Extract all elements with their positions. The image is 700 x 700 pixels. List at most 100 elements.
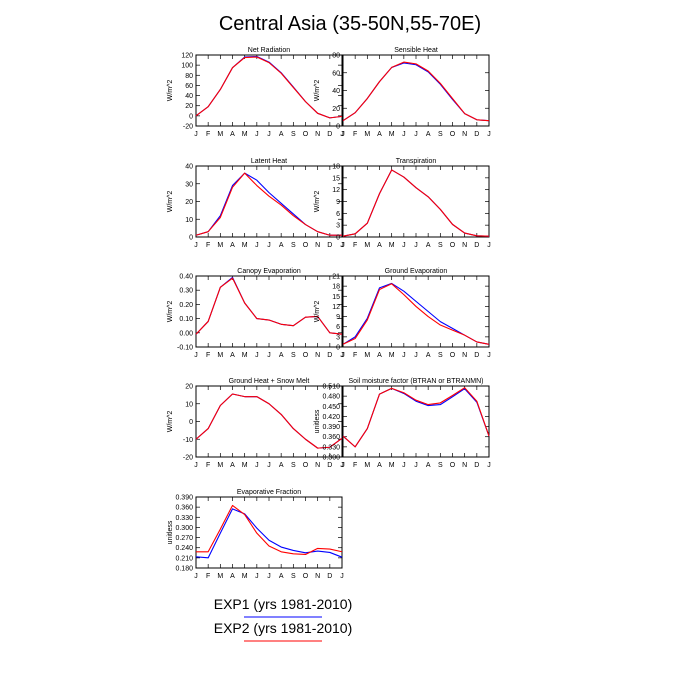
x-tick-label: D [474,352,479,359]
x-tick-label: A [377,462,382,469]
y-tick-label: -0.10 [177,345,193,352]
y-tick-label: 80 [185,73,193,80]
y-tick-label: 0 [336,235,340,242]
y-tick-label: 0.360 [322,434,340,441]
y-tick-label: 0 [336,124,340,131]
y-axis-label: W/m^2 [314,191,321,213]
y-tick-label: 0.480 [322,394,340,401]
x-tick-label: M [389,462,395,469]
x-tick-label: J [255,573,259,580]
x-tick-label: J [267,352,271,359]
y-tick-label: 60 [185,83,193,90]
x-tick-label: D [327,131,332,138]
y-tick-label: 0.240 [175,545,193,552]
y-tick-label: 0.40 [179,274,193,281]
plot-frame [342,165,490,238]
x-tick-label: D [474,242,479,249]
series-line-exp1 [342,62,490,122]
x-tick-label: N [462,352,467,359]
x-tick-label: F [206,352,210,359]
figure-title: Central Asia (35-50N,55-70E) [219,13,481,35]
y-tick-label: 18 [332,284,340,291]
y-axis-label: W/m^2 [167,411,174,433]
x-tick-label: J [267,131,271,138]
x-tick-label: N [315,462,320,469]
y-tick-label: 9 [336,314,340,321]
x-tick-label: O [450,352,456,359]
x-tick-label: A [279,352,284,359]
x-tick-label: A [279,462,284,469]
x-tick-label: M [217,573,223,580]
y-tick-label: 0.390 [322,424,340,431]
y-tick-label: 0.10 [179,316,193,323]
x-tick-label: O [303,131,309,138]
x-tick-label: J [194,573,198,580]
y-tick-label: 60 [332,70,340,77]
y-tick-label: 0 [189,113,193,120]
panel-canopy-evaporation: Canopy Evaporation 0.40 0.30 0.20 0.10 0.00 -0… [167,268,344,359]
series-line-exp2 [196,504,343,556]
x-tick-label: J [402,131,406,138]
x-tick-label: N [462,242,467,249]
x-tick-label: J [341,462,345,469]
x-tick-label: M [364,131,370,138]
x-tick-label: J [487,131,491,138]
y-tick-label: 0.20 [179,302,193,309]
x-tick-label: J [402,462,406,469]
y-axis-label: W/m^2 [167,80,174,102]
y-tick-label: 0.30 [179,288,193,295]
y-tick-label: 120 [181,53,193,60]
x-tick-label: J [487,242,491,249]
x-tick-label: N [315,242,320,249]
y-axis-label: W/m^2 [167,301,174,323]
y-tick-label: 0.420 [322,414,340,421]
x-tick-label: A [377,242,382,249]
x-tick-label: J [267,462,271,469]
panel-title: Net Radiation [248,47,291,54]
y-axis-label: unitless [314,409,321,433]
x-tick-label: J [414,462,418,469]
y-tick-label: 3 [336,223,340,230]
y-tick-label: 0.390 [175,495,193,502]
x-tick-label: J [340,131,344,138]
y-tick-label: 0.00 [179,330,193,337]
series-line-exp1 [195,508,343,559]
x-tick-label: M [389,352,395,359]
x-tick-label: S [291,242,296,249]
series-line-exp2 [195,277,343,335]
y-tick-label: 20 [185,199,193,206]
y-tick-label: 0.300 [322,455,340,462]
x-tick-label: J [255,352,259,359]
panel-title: Ground Evaporation [385,268,448,275]
y-tick-label: 10 [185,401,193,408]
x-tick-label: J [255,131,259,138]
y-tick-label: 40 [185,93,193,100]
y-axis-label: unitless [167,520,174,544]
panel-title: Soil moisture factor (BTRAN or BTRANMN) [349,378,484,385]
series-line-exp1 [342,387,490,448]
y-tick-label: 0.330 [322,444,340,451]
y-tick-label: 12 [332,187,340,194]
x-tick-label: J [255,462,259,469]
x-tick-label: S [291,352,296,359]
x-tick-label: F [206,131,210,138]
x-tick-label: S [291,462,296,469]
y-tick-label: 20 [332,106,340,113]
x-tick-label: M [217,462,223,469]
panel-evaporative-fraction: Evaporative Fraction 0.390 0.360 0.330 0.300… [167,489,344,580]
y-axis-label: W/m^2 [167,191,174,213]
y-tick-label: 0 [336,345,340,352]
x-tick-label: J [341,352,345,359]
x-tick-label: O [303,352,309,359]
series-line-exp2 [342,283,490,345]
x-tick-label: M [217,352,223,359]
x-tick-label: J [341,131,345,138]
y-tick-label: 10 [185,217,193,224]
y-tick-label: 0.180 [175,566,193,573]
y-tick-label: 0.210 [175,555,193,562]
y-tick-label: 6 [336,324,340,331]
x-tick-label: M [389,131,395,138]
x-tick-label: D [327,462,332,469]
